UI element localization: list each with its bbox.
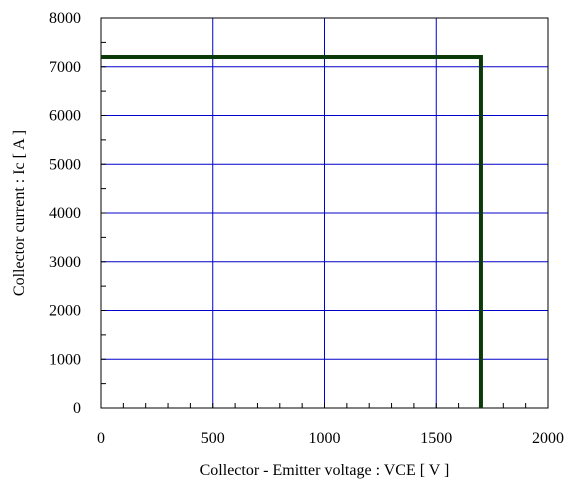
x-tick-label-4: 2000	[532, 430, 564, 447]
y-tick-label-0: 0	[73, 400, 81, 417]
y-tick-labels: 0 1000 2000 3000 4000 5000 6000 7000 8000	[49, 10, 81, 417]
y-tick-label-1: 1000	[49, 351, 81, 368]
x-tick-label-1: 500	[201, 430, 225, 447]
series-layer	[101, 55, 483, 408]
y-tick-label-5: 5000	[49, 156, 81, 173]
x-axis-title: Collector - Emitter voltage : VCE [ V ]	[200, 462, 450, 479]
y-tick-label-4: 4000	[49, 205, 81, 222]
x-tick-labels: 0 500 1000 1500 2000	[97, 430, 564, 447]
x-tick-label-2: 1000	[309, 430, 341, 447]
y-tick-label-2: 2000	[49, 303, 81, 320]
grid	[101, 18, 548, 408]
y-tick-label-7: 7000	[49, 59, 81, 76]
x-tick-label-3: 1500	[420, 430, 452, 447]
y-tick-label-8: 8000	[49, 10, 81, 27]
y-tick-label-6: 6000	[49, 108, 81, 125]
minor-ticks	[100, 17, 549, 409]
y-tick-label-3: 3000	[49, 254, 81, 271]
x-tick-label-0: 0	[97, 430, 105, 447]
series-line-0	[101, 55, 483, 408]
y-axis-title: Collector current : Ic [ A ]	[11, 130, 28, 296]
